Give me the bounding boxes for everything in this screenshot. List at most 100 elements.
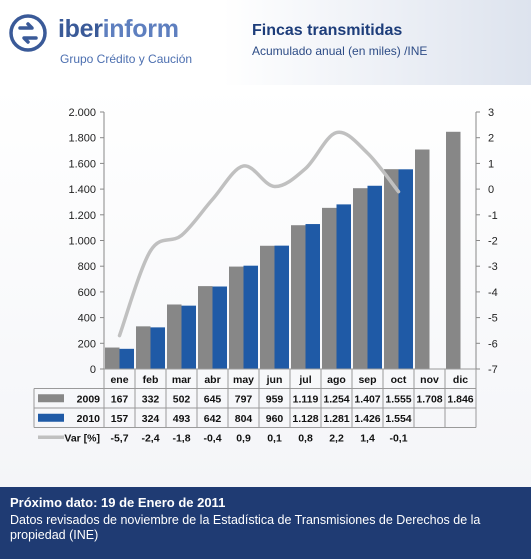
bar-2010 [181,305,196,369]
y-tick-label: 400 [78,313,96,325]
table-cell: 1.119 [293,393,319,405]
table-cell: 1.708 [416,393,442,405]
bar-2009 [291,225,306,369]
legend-label: Var [%] [64,432,100,444]
next-release-date: Próximo dato: 19 de Enero de 2011 [10,495,226,510]
bar-2009 [260,245,275,369]
x-tick-label: may [233,374,254,386]
bar-2010 [150,327,165,369]
table-cell: 959 [266,393,284,405]
y-tick-label: 1.200 [68,210,96,222]
y-tick-label: 2.000 [68,107,96,119]
table-cell: 493 [173,413,191,425]
bar-2010 [336,204,351,369]
logo-icon [9,14,47,52]
table-cell: -0,1 [389,432,407,444]
y2-tick-label: 2 [488,133,494,145]
bar-2009 [353,188,368,369]
brand-tagline: Grupo Crédito y Caución [60,52,193,66]
chart: 0 200 400 600 800 1.000 1.200 1.400 1.600 1.800 2.… [33,107,498,444]
x-tick-label: sep [358,374,376,386]
bar-2010 [274,245,289,369]
x-tick-label: jul [298,374,311,386]
y2-tick-label: 3 [488,107,494,119]
header: iberinform Grupo Crédito y Caución Finca… [0,0,531,85]
table-cell: 1.426 [354,413,380,425]
table-cell: 1.407 [354,393,380,405]
chart-subtitle: Acumulado anual (en miles) /INE [252,44,428,58]
brand-name: iberinform [58,15,179,44]
legend-swatch [38,413,64,422]
y-tick-label: 1.000 [68,236,96,248]
table-cell: 1,4 [360,432,375,444]
y2-tick-label: -5 [488,313,498,325]
x-tick-label: ago [327,374,346,386]
table-cell: 1.281 [323,413,349,425]
table-cell: 642 [204,413,222,425]
table-cell: -2,4 [141,432,159,444]
bar-2009 [105,347,120,369]
x-tick-label: feb [143,374,159,386]
chart-title: Fincas transmitidas [252,22,403,39]
bar-2009 [446,131,461,369]
y2-tick-label: -3 [488,261,498,273]
y2-tick-label: 0 [488,184,494,196]
table-cell: -1,8 [172,432,190,444]
bar-2010 [367,185,382,369]
footer: Próximo dato: 19 de Enero de 2011 Datos … [0,487,531,559]
x-tick-label: dic [453,374,468,386]
brand-name-rest: inform [102,15,179,43]
table-cell: 960 [266,413,284,425]
x-tick-label: mar [172,374,191,386]
bar-2010 [243,265,258,369]
x-tick-label: ene [110,374,128,386]
table-cell: -0,4 [203,432,221,444]
chart-panel: 0 200 400 600 800 1.000 1.200 1.400 1.600 1.800 2.… [0,85,531,488]
y-tick-label: 800 [78,261,96,273]
legend-label: 2009 [77,393,101,405]
table-cell: 1.555 [385,393,411,405]
table-cell: 0,1 [267,432,282,444]
bar-2009 [136,326,151,369]
x-tick-label: oct [391,374,407,386]
var-line [117,130,401,338]
y2-tick-label: -2 [488,236,498,248]
table-cell: 324 [142,413,160,425]
bar-2010 [305,224,320,369]
x-tick-label: abr [204,374,220,386]
y2-tick-label: -1 [488,210,498,222]
legend-swatch [38,394,64,403]
bar-2009 [384,169,399,369]
table-cell: 157 [111,413,129,425]
y-tick-label: 1.800 [68,133,96,145]
legend-label: 2010 [77,413,101,425]
footer-note: Datos revisados de noviembre de la Estad… [10,513,481,542]
bar-2010 [119,348,134,369]
table-cell: 1.554 [385,413,411,425]
x-tick-label: jun [266,374,283,386]
y2-tick-label: -6 [488,338,498,350]
x-tick-label: nov [420,374,439,386]
y-tick-label: 1.400 [68,184,96,196]
y2-tick-label: -4 [488,287,498,299]
table-cell: 1.254 [323,393,349,405]
table-cell: 1.128 [292,413,318,425]
bar-2010 [212,286,227,369]
table-cell: 167 [111,393,129,405]
table-cell: 1.846 [447,393,473,405]
bar-2009 [322,207,337,369]
y2-tick-label: -7 [488,364,498,376]
table-cell: 0,8 [298,432,313,444]
table-cell: 332 [142,393,160,405]
brand-name-bold: iber [58,15,103,43]
y-tick-label: 0 [90,364,96,376]
y2-tick-label: 1 [488,158,494,170]
bar-2009 [415,149,430,369]
table-cell: 502 [173,393,191,405]
y-tick-label: 200 [78,338,96,350]
bar-2009 [167,304,182,369]
table-cell: 804 [235,413,253,425]
table-cell: -5,7 [110,432,128,444]
bar-2010 [398,169,413,369]
table-cell: 797 [235,393,253,405]
